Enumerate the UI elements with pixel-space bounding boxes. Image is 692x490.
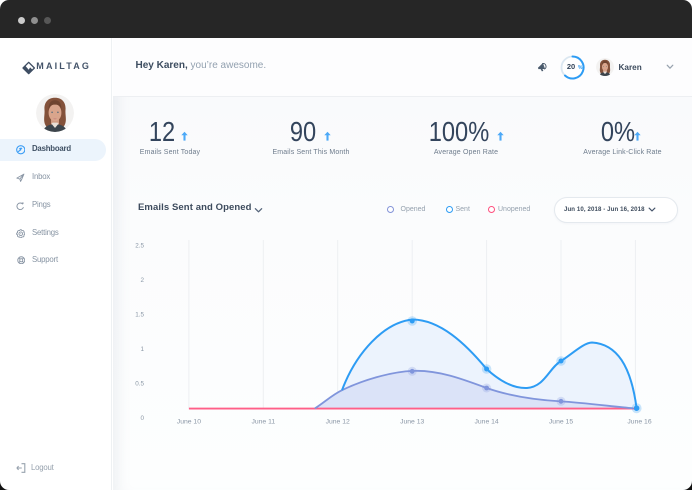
- svg-text:2: 2: [140, 277, 144, 284]
- svg-text:2.5: 2.5: [135, 243, 144, 250]
- svg-text:June 13: June 13: [400, 418, 424, 425]
- svg-text:1.5: 1.5: [135, 312, 144, 319]
- svg-text:1: 1: [140, 346, 144, 353]
- svg-text:June 15: June 15: [549, 418, 573, 425]
- svg-text:June 12: June 12: [326, 418, 350, 425]
- svg-text:0.5: 0.5: [135, 380, 144, 387]
- svg-text:June 14: June 14: [475, 418, 499, 425]
- svg-text:June 11: June 11: [251, 418, 275, 425]
- svg-text:0: 0: [140, 415, 144, 422]
- svg-text:June 10: June 10: [177, 418, 201, 425]
- svg-text:June 16: June 16: [627, 418, 651, 425]
